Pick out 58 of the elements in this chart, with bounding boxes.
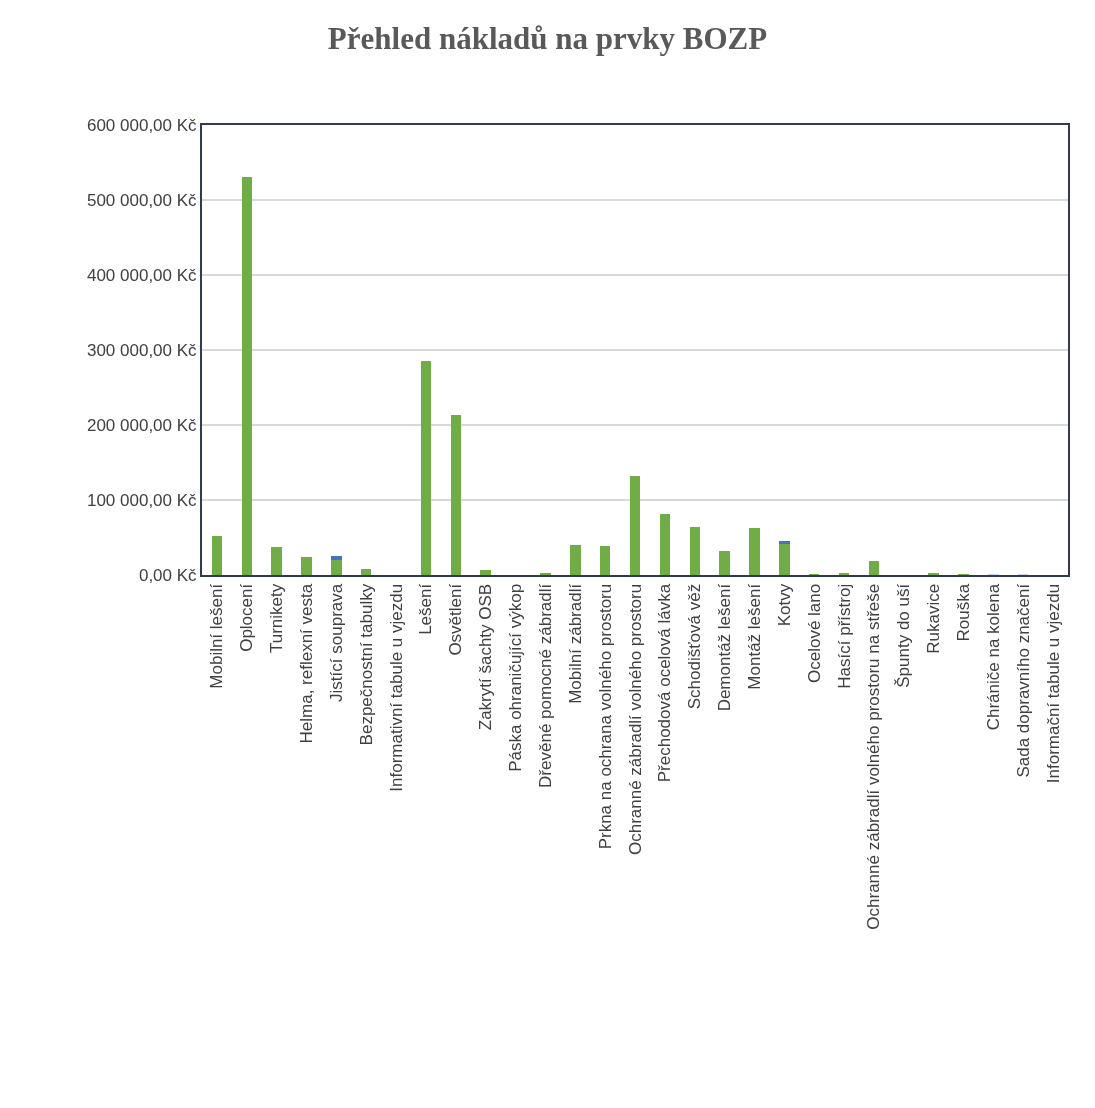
bar [420,361,432,575]
x-tick-label: Bezpečnostní tabulky [356,583,376,746]
x-tick-label: Helma, reflexní vesta [297,583,317,744]
bar [211,536,223,575]
bar [868,560,880,575]
y-tick-label: 100 000,00 Kč [86,490,198,510]
x-tick-label: Dřevěné pomocné zábradlí [535,583,555,788]
x-tick-label: Osvětlení [446,583,466,656]
x-tick-label: Ocelové lano [804,583,824,684]
x-tick-label: Prkna na ochrana volného prostoru [595,583,615,850]
bar [331,560,342,575]
y-tick-label: 300 000,00 Kč [86,340,198,360]
y-tick-label: 200 000,00 Kč [86,415,198,435]
x-tick-label: Páska ohraničující výkop [506,583,526,772]
x-tick-label: Zakrytí šachty OSB [476,583,496,731]
bar [599,545,611,575]
bar [480,569,491,575]
x-tick-label: Mobilní lešení [207,583,227,689]
x-tick-label: Kotvy [774,583,794,627]
bar [689,527,700,575]
x-tick-label: Rouška [954,583,974,642]
x-tick-label: Schodišťová věž [685,583,705,710]
bar [570,545,581,575]
bar [629,476,641,575]
x-tick-label: Ochranné zábradlí volného prostoru na střeše [864,583,884,930]
x-tick-label: Ochranné zábradlí volného prostoru [625,583,645,856]
y-tick-label: 600 000,00 Kč [86,115,198,135]
x-tick-label: Chrániče na kolena [983,583,1003,731]
x-tick-label: Přechodová ocelová lávka [655,583,675,783]
x-tick-label: Hasící přístroj [834,583,854,689]
bar [241,176,253,575]
chart-title: Přehled nákladů na prvky BOZP [327,21,768,57]
x-tick-label: Montáž lešení [744,583,764,690]
bar [301,557,312,575]
bar [361,569,372,575]
x-tick-label: Rukavice [924,583,944,654]
bar [928,572,939,575]
y-tick-label: 500 000,00 Kč [86,190,198,210]
y-tick-label: 0,00 Kč [138,565,198,585]
x-tick-label: Informační tabule u vjezdu [1043,583,1063,784]
bar [779,540,790,544]
x-tick-label: Lešení [416,583,436,635]
bar [659,514,671,575]
x-tick-label: Turnikety [267,583,287,654]
bar [779,543,790,575]
bar [450,415,462,575]
bar [749,527,760,575]
x-tick-label: Jistící souprava [326,583,346,702]
x-tick-label: Oplocení [237,583,257,652]
bar [331,556,342,560]
x-tick-label: Informativní tabule u vjezdu [386,583,406,792]
bar [719,551,730,575]
y-tick-label: 400 000,00 Kč [86,265,198,285]
x-tick-label: Demontáž lešení [715,583,735,712]
x-tick-label: Sada dopravního značení [1013,583,1033,778]
x-tick-label: Mobilní zábradlí [565,583,585,704]
bar [271,547,282,575]
x-tick-label: Špunty do uší [894,583,914,688]
